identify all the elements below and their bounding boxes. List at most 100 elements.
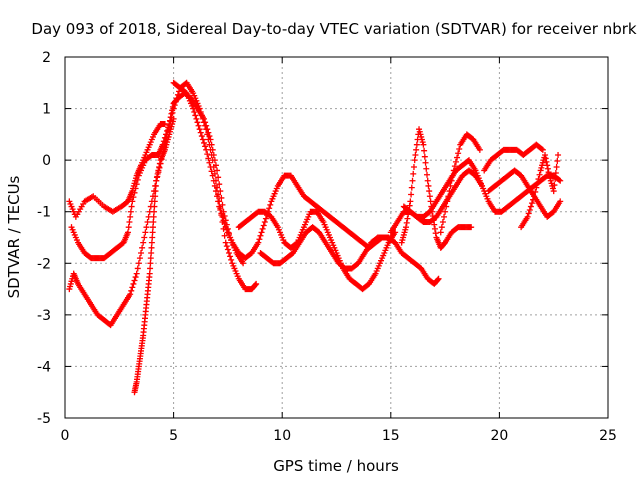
data-point — [132, 185, 139, 192]
data-point — [133, 270, 140, 277]
data-point — [527, 203, 534, 210]
data-point — [256, 236, 263, 243]
data-point — [151, 198, 158, 205]
data-point — [155, 167, 162, 174]
data-point — [130, 280, 137, 287]
data-point — [204, 126, 211, 133]
data-point — [257, 232, 264, 239]
data-point — [146, 270, 153, 277]
data-point — [446, 188, 453, 195]
data-point — [448, 177, 455, 184]
data-point — [144, 219, 151, 226]
data-point — [207, 136, 214, 143]
data-point — [218, 210, 225, 217]
data-point — [201, 115, 208, 122]
data-point — [441, 213, 448, 220]
series-track-4 — [131, 115, 177, 396]
data-point — [426, 188, 433, 195]
data-point — [170, 115, 177, 122]
data-point — [153, 177, 160, 184]
data-point — [539, 146, 546, 153]
data-point — [266, 205, 273, 212]
x-tick-label: 15 — [382, 428, 400, 444]
data-point — [205, 129, 212, 136]
data-point — [404, 215, 411, 222]
data-point — [140, 239, 147, 246]
data-point — [133, 181, 140, 188]
data-point — [160, 138, 167, 145]
data-point — [142, 229, 149, 236]
data-point — [450, 167, 457, 174]
data-point — [439, 219, 446, 226]
data-point — [214, 167, 221, 174]
data-point — [429, 213, 436, 220]
data-point — [215, 174, 222, 181]
data-point — [255, 239, 262, 246]
data-point — [432, 230, 439, 237]
data-point — [148, 239, 155, 246]
data-point — [455, 150, 462, 157]
data-point — [438, 224, 445, 231]
data-point — [156, 164, 163, 171]
data-point — [403, 219, 410, 226]
data-point — [143, 224, 150, 231]
data-point — [542, 155, 549, 162]
y-tick-labels: 2 1 0 -1 -2 -3 -4 -5 — [37, 50, 51, 427]
data-point — [468, 224, 475, 231]
data-point — [147, 260, 154, 267]
series-track-5 — [170, 79, 442, 287]
data-point — [427, 198, 434, 205]
data-point — [152, 182, 159, 189]
data-point — [148, 249, 155, 256]
data-point — [544, 165, 551, 172]
data-point — [425, 182, 432, 189]
plot-frame — [64, 56, 609, 419]
data-point — [168, 110, 175, 117]
data-point — [211, 182, 218, 189]
data-point — [533, 184, 540, 191]
data-point — [129, 198, 136, 205]
data-point — [216, 203, 223, 210]
data-point — [169, 103, 176, 110]
data-point — [381, 234, 388, 241]
x-tick-label: 10 — [273, 428, 291, 444]
data-point — [150, 219, 157, 226]
data-point — [148, 244, 155, 251]
data-point — [403, 224, 410, 231]
data-point — [431, 221, 438, 228]
data-point — [258, 229, 265, 236]
data-point — [426, 193, 433, 200]
data-point — [451, 163, 458, 170]
x-tick-label: 5 — [169, 428, 178, 444]
data-point — [260, 222, 267, 229]
data-point — [262, 215, 269, 222]
data-point — [197, 129, 204, 136]
data-point — [259, 225, 266, 232]
data-point — [194, 119, 201, 126]
data-point — [192, 112, 199, 119]
data-point — [206, 133, 213, 140]
data-point — [412, 151, 419, 158]
data-point — [224, 246, 231, 253]
data-point — [447, 182, 454, 189]
data-point — [190, 105, 197, 112]
series-track-12 — [481, 141, 546, 174]
data-point — [149, 234, 156, 241]
data-point — [219, 201, 226, 208]
x-tick-label: 0 — [61, 428, 70, 444]
data-point — [152, 188, 159, 195]
x-tick-label: 25 — [599, 428, 617, 444]
data-point — [145, 213, 152, 220]
data-point — [215, 198, 222, 205]
data-point — [408, 184, 415, 191]
data-point — [430, 217, 437, 224]
data-point — [424, 177, 431, 184]
data-point — [476, 146, 483, 153]
data-point — [141, 234, 148, 241]
data-point — [198, 133, 205, 140]
data-point — [151, 203, 158, 210]
data-point — [443, 203, 450, 210]
data-point — [195, 122, 202, 129]
data-point — [552, 170, 559, 177]
data-point — [131, 189, 138, 196]
